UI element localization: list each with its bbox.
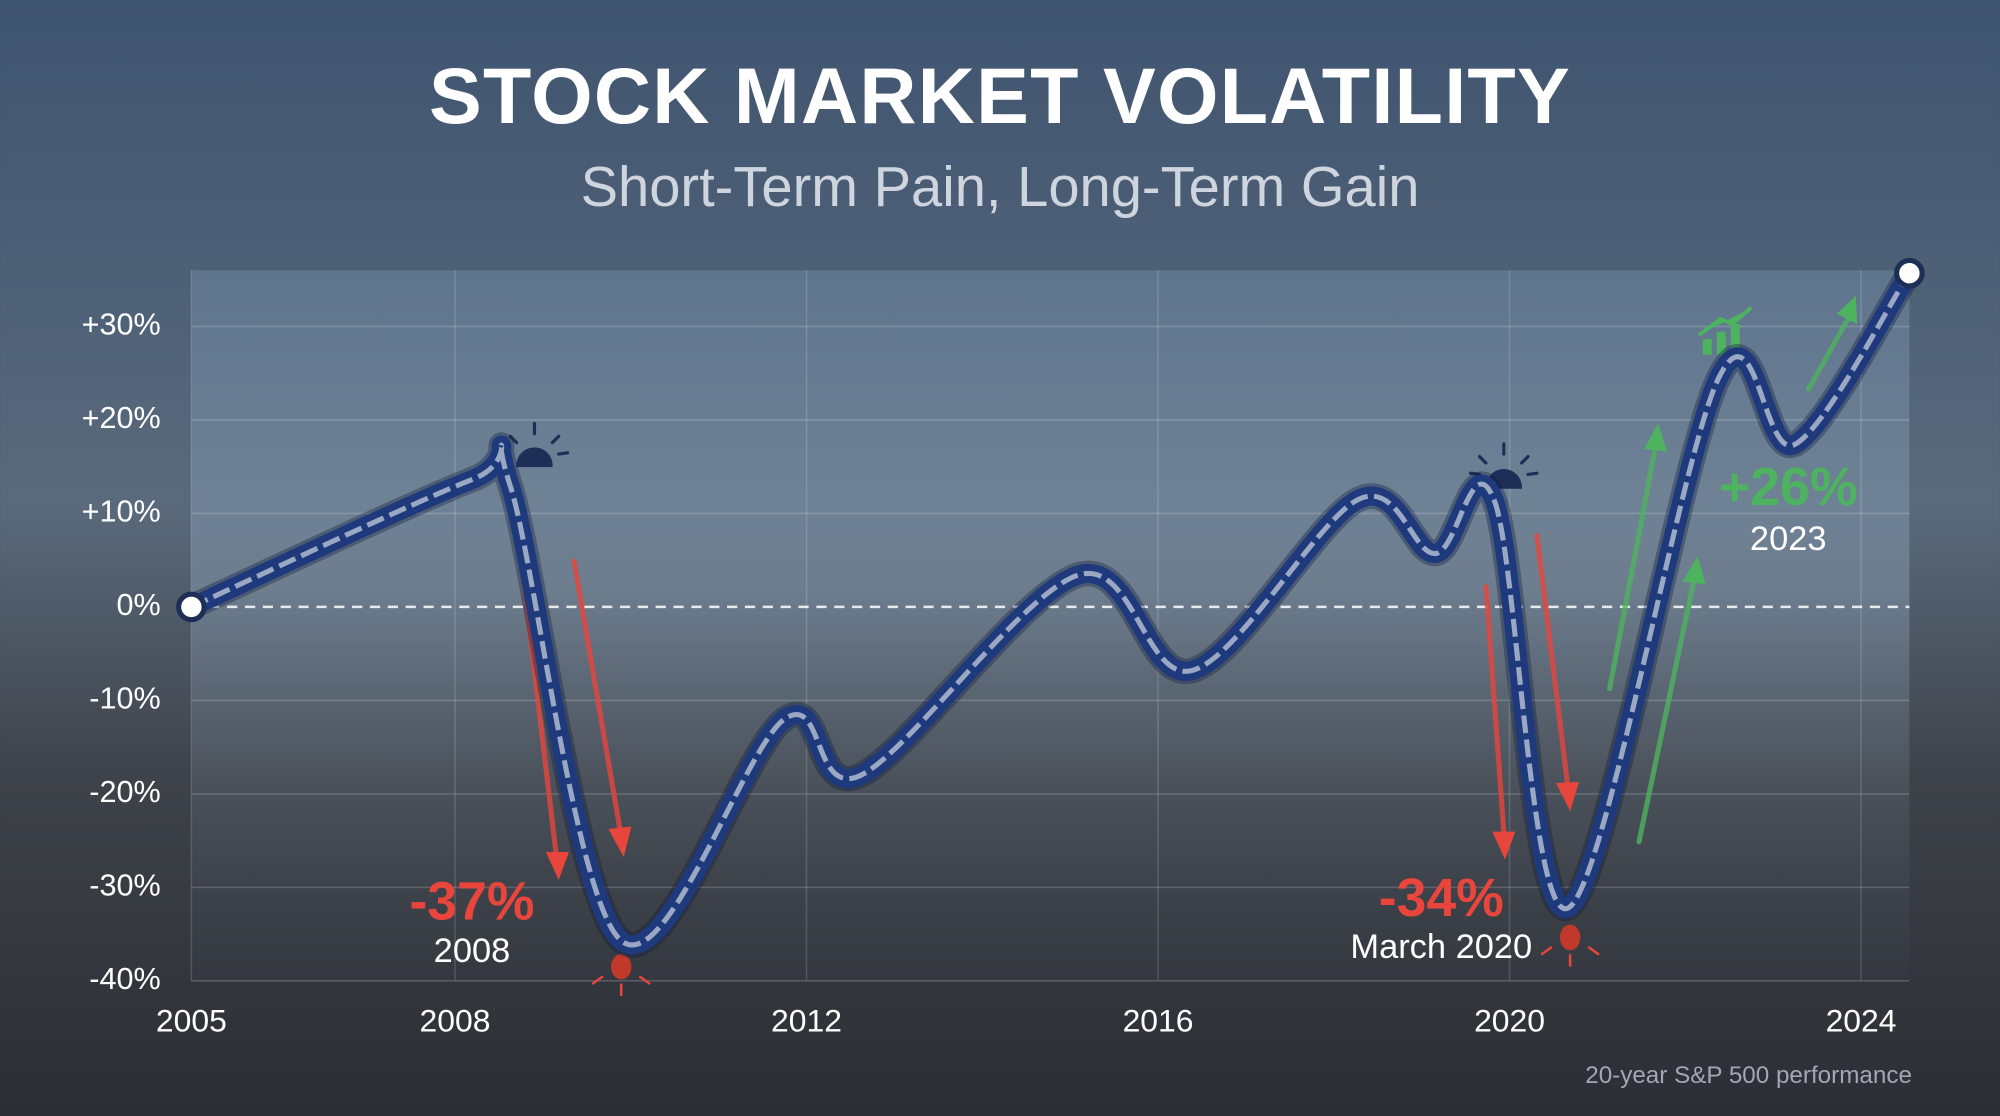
footnote: 20-year S&P 500 performance	[1585, 1062, 1912, 1089]
x-tick-label: 2005	[156, 1002, 227, 1038]
y-tick-label: -10%	[89, 681, 160, 715]
y-tick-label: +10%	[82, 495, 161, 529]
annotation-value: -37%	[409, 873, 534, 932]
y-tick-label: -40%	[89, 962, 160, 996]
line-texture	[190, 271, 1912, 948]
annotation-value: +26%	[1719, 458, 1857, 517]
grid	[190, 270, 1910, 982]
x-tick-label: 2008	[420, 1002, 491, 1038]
y-tick-label: +20%	[82, 401, 161, 435]
endpoint-marker	[1894, 257, 1925, 289]
annotation-label: March 2020	[1350, 928, 1532, 966]
y-tick-label: -20%	[89, 775, 160, 809]
annotation-label: 2008	[434, 932, 511, 970]
annotation-label: 2023	[1750, 520, 1827, 558]
x-tick-label: 2012	[771, 1002, 842, 1038]
y-tick-label: +30%	[82, 308, 161, 342]
x-tick-label: 2024	[1826, 1002, 1897, 1038]
series	[176, 257, 1925, 958]
y-tick-label: 0%	[117, 588, 161, 622]
chart-subtitle: Short-Term Pain, Long-Term Gain	[581, 155, 1420, 218]
y-tick-label: -30%	[89, 868, 160, 902]
chart-title: STOCK MARKET VOLATILITY	[429, 51, 1571, 140]
x-tick-label: 2020	[1474, 1002, 1545, 1038]
annotation-value: -34%	[1379, 869, 1504, 928]
endpoint-marker	[176, 591, 207, 623]
x-tick-label: 2016	[1123, 1002, 1194, 1038]
decorations	[499, 295, 1858, 997]
